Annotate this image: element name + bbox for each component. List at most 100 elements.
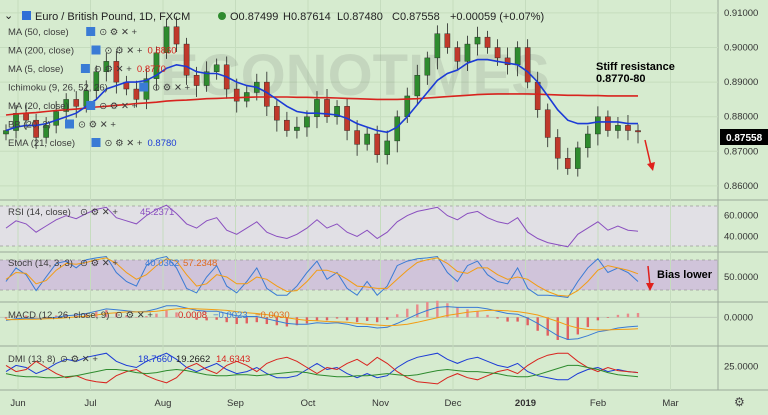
dmi-minus-line bbox=[5, 352, 639, 385]
indicator-legend: MA (50, close) ⊙ ⚙ ✕ + MA (200, close) ⊙ ⚙ … bbox=[8, 27, 191, 149]
candle bbox=[585, 125, 591, 158]
macd-label-group: MACD (12, 26, close, 9) ⊙ ⚙ ✕ + 0.0008 −… bbox=[8, 310, 290, 321]
macd-hist-bar bbox=[496, 317, 499, 319]
macd-hist-bar bbox=[85, 313, 88, 318]
macd-hist-bar bbox=[466, 309, 469, 318]
time-tick-label: Feb bbox=[590, 398, 606, 409]
price-tick-label: 0.90000 bbox=[724, 43, 758, 54]
bias-text: Bias lower bbox=[657, 269, 713, 281]
rsi-label-group: RSI (14, close) ⊙ ⚙ ✕ + 45.2371 bbox=[8, 207, 174, 218]
macd-hist-bar bbox=[416, 304, 419, 318]
candle bbox=[43, 117, 49, 144]
rsi-tick-label: 40.0000 bbox=[724, 231, 758, 242]
stoch-label-group: Stoch (14, 3, 3) ⊙ ⚙ ✕ + 40.0362 57.2348 bbox=[8, 258, 217, 269]
ohlc-high: H0.87614 bbox=[283, 11, 331, 23]
macd-hist-bar bbox=[636, 313, 640, 318]
rsi-tick-label: 60.0000 bbox=[724, 211, 758, 222]
time-tick-label: Jun bbox=[10, 398, 25, 409]
dmi-plus-line bbox=[5, 352, 639, 381]
eye-icon[interactable] bbox=[65, 119, 74, 129]
eye-icon[interactable] bbox=[91, 45, 101, 55]
candle bbox=[424, 51, 431, 85]
pane-controls-icon[interactable]: ⊙ ⚙ ✕ + bbox=[115, 310, 153, 321]
dmi-adx-line bbox=[5, 364, 639, 379]
macd-signal-value: −0.0030 bbox=[255, 310, 290, 321]
indicator-label: MA (20, close) bbox=[8, 101, 69, 112]
indicator-row[interactable]: MA (5, close) ⊙ ⚙ ✕ + 0.8770 bbox=[8, 64, 166, 75]
macd-hist-bar bbox=[115, 312, 118, 318]
sub-pane-axes: 60.0000 40.0000 50.0000 0.0000 25.0000 bbox=[724, 211, 758, 373]
price-tick-label: 0.88000 bbox=[724, 112, 758, 123]
candle bbox=[93, 65, 100, 99]
indicator-value: 0.8860 bbox=[148, 46, 177, 57]
row-controls-icon[interactable]: ⊙ ⚙ ✕ + bbox=[105, 138, 143, 149]
row-controls-icon[interactable]: ⊙ ⚙ ✕ + bbox=[105, 46, 143, 57]
candle bbox=[294, 116, 300, 139]
ohlc-close: C0.87558 bbox=[392, 11, 440, 23]
price-badge: 0.87558 bbox=[720, 129, 768, 145]
time-tick-label: Nov bbox=[372, 398, 389, 409]
price-tick-label: 0.86000 bbox=[724, 181, 758, 192]
indicator-row[interactable]: EMA (21, close) ⊙ ⚙ ✕ + 0.8780 bbox=[8, 138, 177, 149]
eye-icon[interactable] bbox=[86, 27, 96, 36]
indicator-row[interactable]: MA (20, close) ⊙ ⚙ ✕ + bbox=[8, 101, 138, 112]
macd-hist-bar bbox=[325, 317, 329, 321]
indicator-label: Ichimoku (9, 26, 52, 26) bbox=[8, 83, 108, 94]
eye-icon[interactable] bbox=[91, 138, 101, 147]
pane-controls-icon[interactable]: ⊙ ⚙ ✕ + bbox=[80, 258, 118, 269]
macd-hist-bar bbox=[95, 311, 98, 318]
macd-hist-bar bbox=[626, 313, 630, 318]
macd-hist-bar bbox=[205, 317, 208, 321]
gear-icon[interactable]: ⚙ bbox=[734, 395, 745, 409]
symbol-title: Euro / British Pound, 1D, FXCM bbox=[35, 11, 190, 23]
candle bbox=[334, 100, 340, 125]
candle bbox=[374, 125, 380, 163]
row-controls-icon[interactable]: ⊙ ⚙ ✕ + bbox=[78, 120, 116, 131]
macd-value: −0.0023 bbox=[213, 310, 248, 321]
candle bbox=[474, 26, 481, 56]
resistance-text-2: 0.8770-80 bbox=[596, 73, 646, 85]
indicator-label: EMA (21, close) bbox=[8, 138, 75, 149]
dmi-adx-value: 14.6343 bbox=[216, 354, 250, 365]
indicator-row[interactable]: BB (20, 2) ⊙ ⚙ ✕ + bbox=[8, 119, 116, 131]
macd-hist-bar bbox=[556, 317, 559, 340]
indicator-row[interactable]: Ichimoku (9, 26, 52, 26) ⊙ ⚙ ✕ + bbox=[8, 82, 191, 94]
candle bbox=[384, 130, 391, 165]
row-controls-icon[interactable]: ⊙ ⚙ ✕ + bbox=[99, 101, 137, 112]
dmi-label-group: DMI (13, 8) ⊙ ⚙ ✕ + 18.7660 19.2662 14.6… bbox=[8, 354, 250, 365]
macd-label: MACD (12, 26, close, 9) bbox=[8, 310, 109, 321]
down-arrow-icon bbox=[644, 139, 655, 171]
time-tick-label: Aug bbox=[155, 398, 172, 409]
macd-signal-line bbox=[6, 307, 639, 331]
candle bbox=[544, 103, 551, 148]
indicator-row[interactable]: MA (50, close) ⊙ ⚙ ✕ + bbox=[8, 27, 138, 38]
candle bbox=[163, 18, 170, 59]
candle bbox=[53, 101, 59, 134]
row-controls-icon[interactable]: ⊙ ⚙ ✕ + bbox=[152, 83, 190, 94]
macd-hist-bar bbox=[426, 302, 429, 318]
macd-hist-bar bbox=[476, 311, 479, 318]
eye-icon[interactable] bbox=[139, 82, 149, 92]
price-axis: 0.91000 0.90000 0.89000 0.88000 0.87000 0.860… bbox=[724, 8, 758, 192]
macd-hist-bar bbox=[586, 317, 590, 328]
row-controls-icon[interactable]: ⊙ ⚙ ✕ + bbox=[99, 27, 137, 38]
pane-controls-icon[interactable]: ⊙ ⚙ ✕ + bbox=[80, 207, 118, 218]
eye-icon[interactable] bbox=[80, 64, 90, 73]
eye-icon[interactable] bbox=[86, 101, 96, 110]
chevron-icon[interactable]: ⌄ bbox=[4, 10, 13, 22]
resistance-text-1: Stiff resistance bbox=[596, 61, 675, 73]
row-controls-icon[interactable]: ⊙ ⚙ ✕ + bbox=[94, 64, 132, 75]
stoch-k-value: 40.0362 bbox=[145, 258, 179, 269]
macd-hist-bar bbox=[406, 308, 409, 318]
indicator-row[interactable]: MA (200, close) ⊙ ⚙ ✕ + 0.8860 bbox=[8, 45, 177, 57]
macd-hist-bar bbox=[606, 317, 610, 318]
macd-hist-bar bbox=[44, 316, 48, 318]
macd-hist-bar bbox=[355, 317, 359, 323]
macd-hist-bar bbox=[4, 317, 8, 319]
macd-hist-bar bbox=[486, 314, 489, 318]
dmi-tick-label: 25.0000 bbox=[724, 361, 758, 372]
candle bbox=[364, 127, 370, 151]
candle bbox=[454, 41, 461, 70]
macd-hist-bar bbox=[506, 317, 509, 322]
pane-controls-icon[interactable]: ⊙ ⚙ ✕ + bbox=[60, 354, 98, 365]
